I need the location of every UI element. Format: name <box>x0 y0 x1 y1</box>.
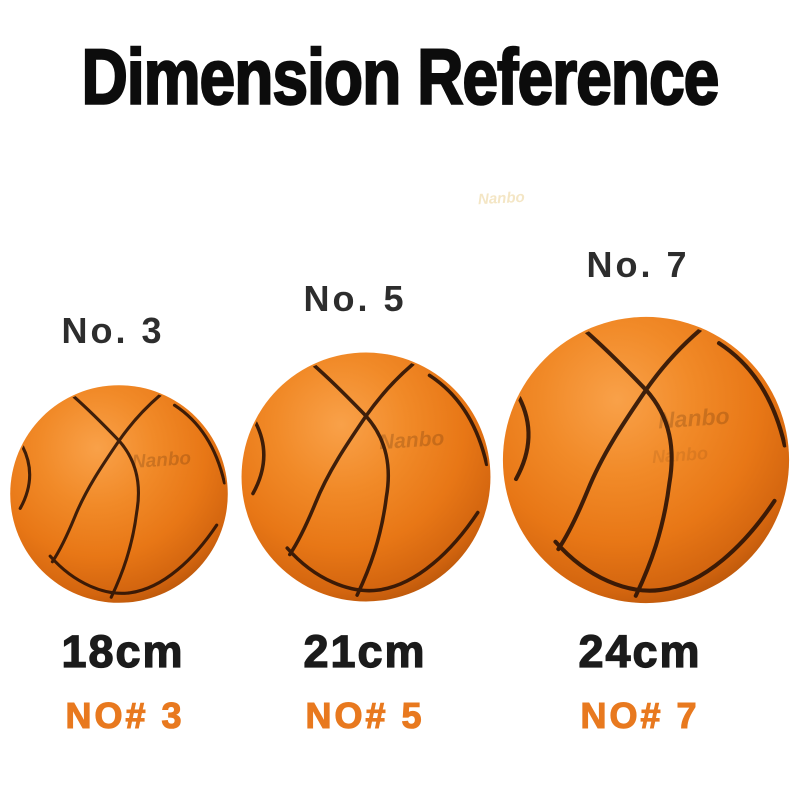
basketball-icon <box>239 350 493 604</box>
ball-size-24cm: 24cm <box>578 625 702 677</box>
ball-number-no3: NO# 3 <box>65 694 185 736</box>
ball-name-no5: No. 5 <box>303 278 407 319</box>
ball-number-no7: NO# 7 <box>580 694 700 736</box>
ball-size-18cm: 18cm <box>61 625 185 677</box>
basketball-icon <box>8 383 230 605</box>
basketball-icon <box>500 314 792 606</box>
background-watermark: Nanbo <box>477 188 526 209</box>
basketball-no7-image: Nanbo Nanbo <box>500 314 792 606</box>
basketball-no5-image: Nanbo <box>239 350 493 604</box>
ball-name-no7: No. 7 <box>586 244 690 285</box>
basketball-no3-image: Nanbo <box>8 383 230 605</box>
ball-name-no3: No. 3 <box>61 310 165 351</box>
page-title: Dimension Reference <box>81 33 721 122</box>
ball-number-no5: NO# 5 <box>305 694 425 736</box>
ball-size-21cm: 21cm <box>303 625 427 677</box>
